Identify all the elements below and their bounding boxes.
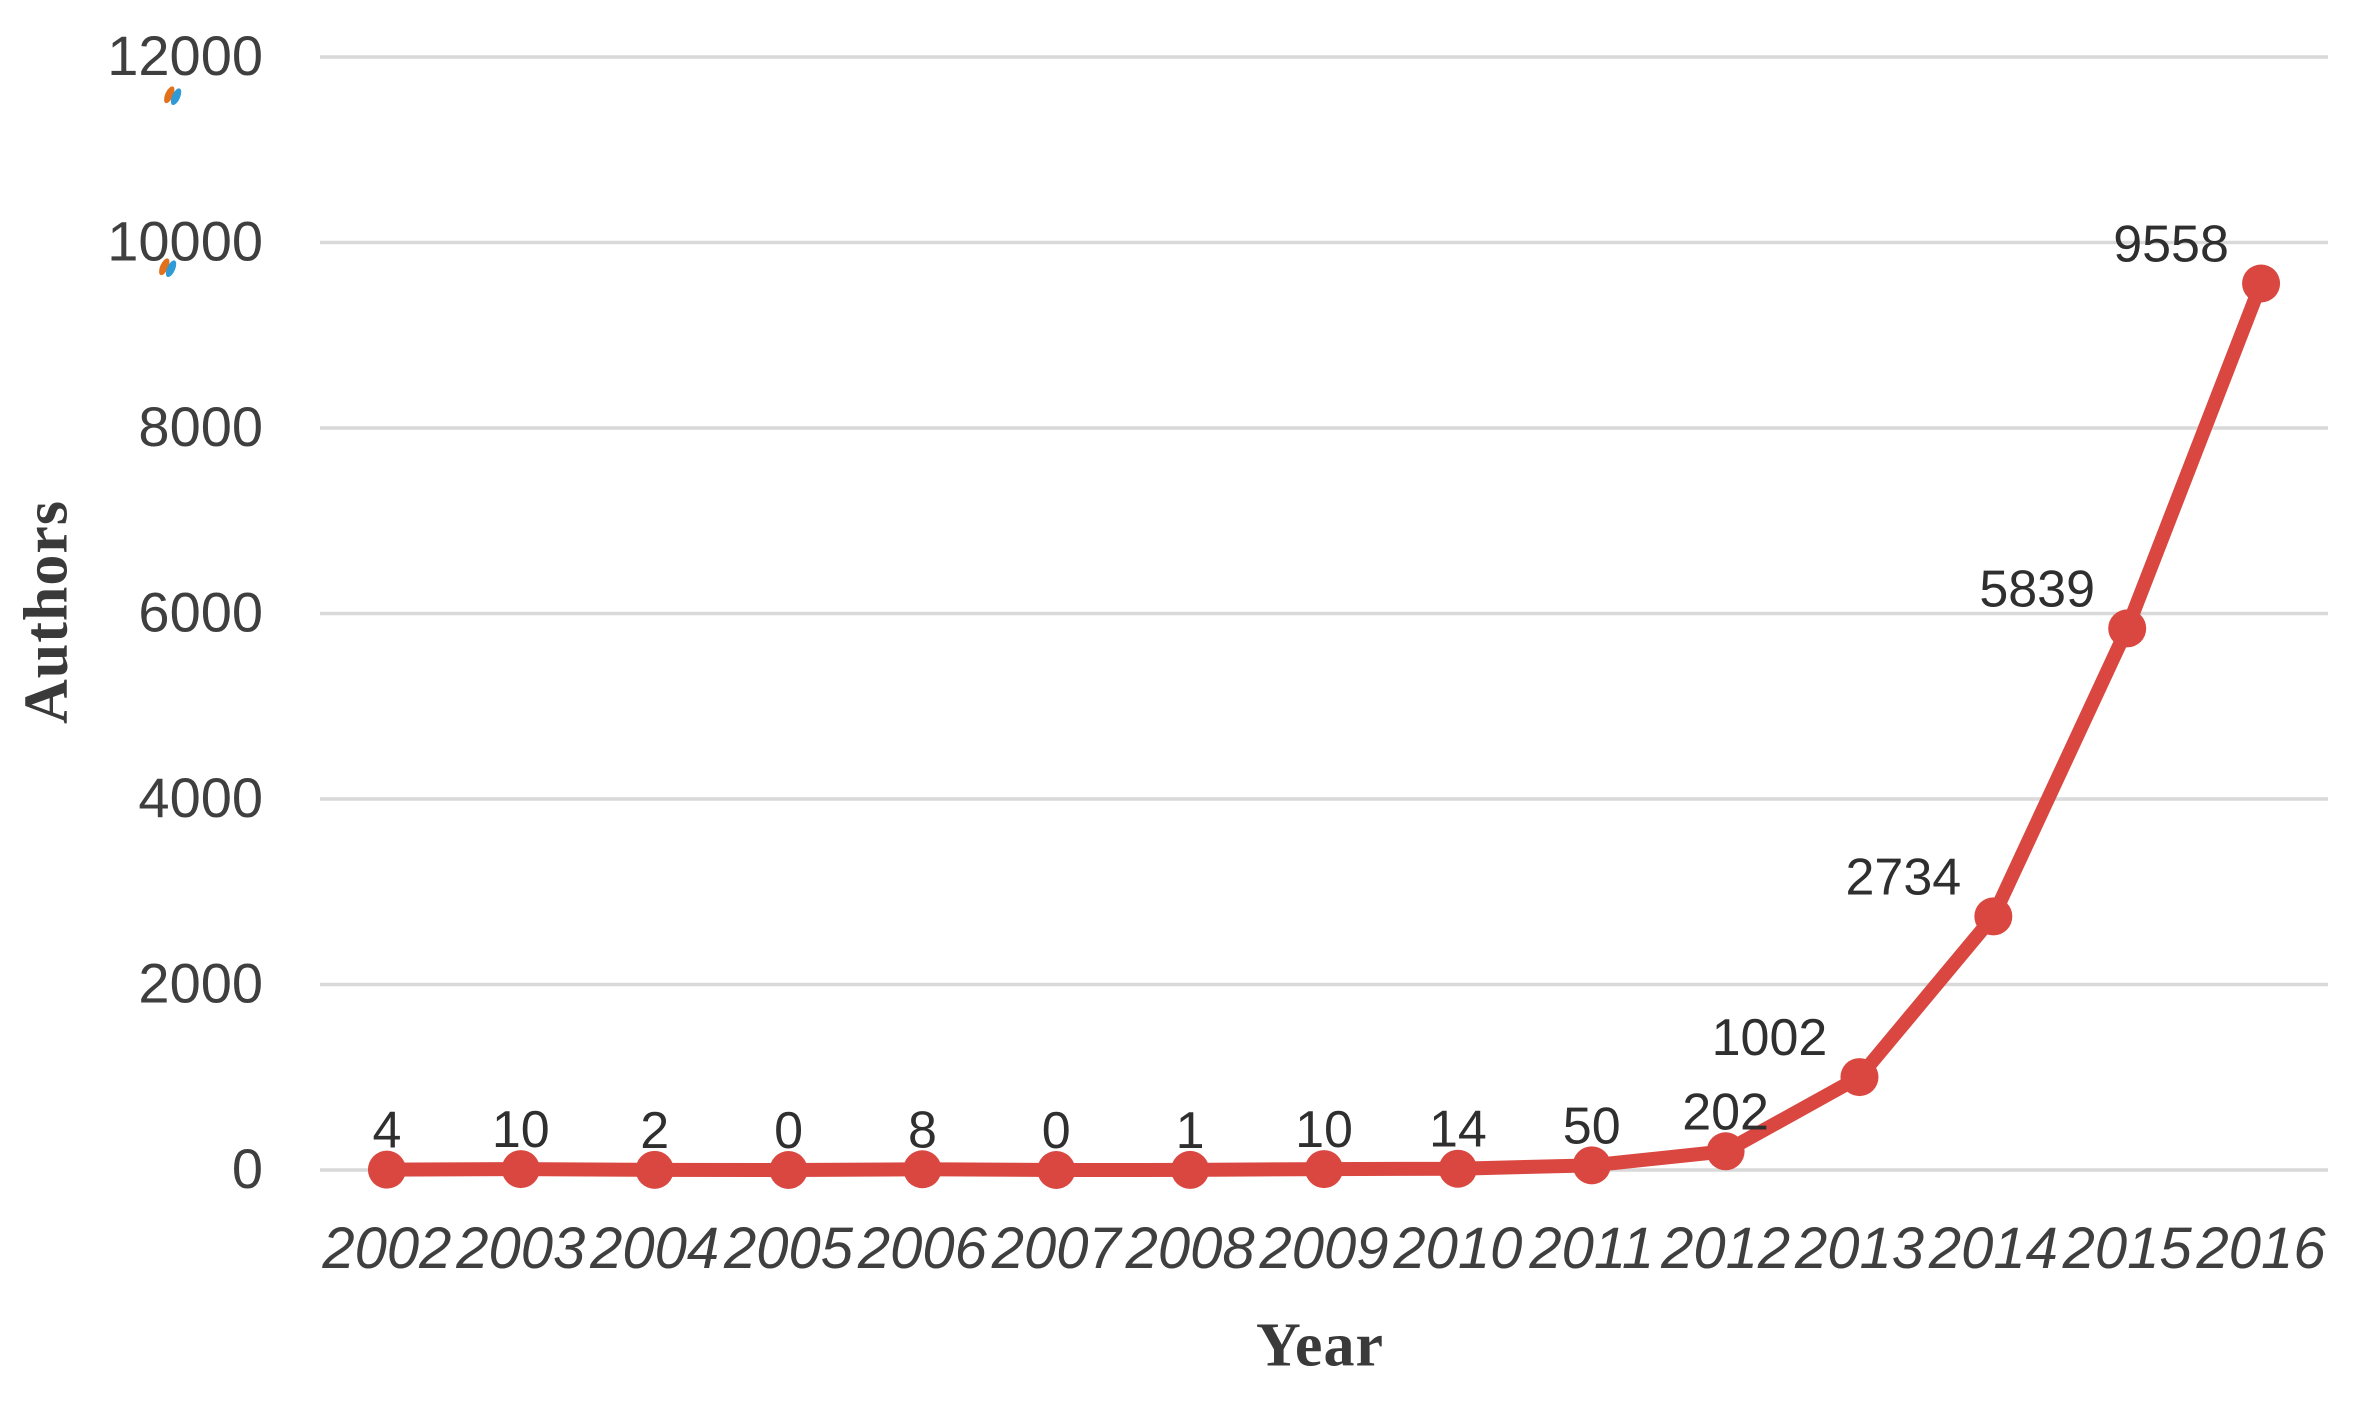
y-axis-title: Authors bbox=[12, 499, 81, 725]
data-label: 5839 bbox=[1979, 560, 2095, 618]
x-tick-label: 2014 bbox=[1928, 1216, 2058, 1281]
data-point-marker bbox=[367, 1150, 406, 1189]
data-label: 10 bbox=[1295, 1101, 1353, 1159]
artifact-mark bbox=[164, 86, 182, 106]
artifact-blue bbox=[165, 260, 177, 278]
x-tick-label: 2005 bbox=[723, 1216, 854, 1281]
data-label: 1 bbox=[1176, 1102, 1205, 1160]
x-tick-label: 2006 bbox=[857, 1216, 988, 1281]
data-point-marker bbox=[769, 1151, 808, 1189]
x-tick-label: 2004 bbox=[589, 1216, 719, 1281]
data-label: 4 bbox=[372, 1102, 401, 1160]
data-label: 2 bbox=[640, 1102, 669, 1160]
data-point-marker bbox=[501, 1150, 540, 1189]
x-tick-label: 2002 bbox=[321, 1216, 451, 1281]
data-point-marker bbox=[635, 1150, 674, 1189]
artifact-mark bbox=[159, 258, 177, 278]
artifact-orange bbox=[164, 86, 175, 104]
x-tick-label: 2008 bbox=[1125, 1216, 1255, 1281]
x-tick-label: 2016 bbox=[2196, 1216, 2327, 1281]
y-tick-label: 2000 bbox=[138, 952, 263, 1015]
data-point-marker bbox=[1037, 1151, 1076, 1189]
data-point-marker bbox=[903, 1150, 942, 1189]
data-label: 14 bbox=[1429, 1101, 1487, 1159]
data-series-line bbox=[379, 276, 2269, 1177]
y-tick-label: 4000 bbox=[138, 766, 263, 829]
x-tick-label: 2003 bbox=[455, 1216, 585, 1281]
x-tick-label: 2015 bbox=[2062, 1216, 2193, 1281]
x-tick-label: 2012 bbox=[1660, 1216, 1790, 1281]
data-point-marker bbox=[1171, 1150, 1210, 1189]
data-point-marker bbox=[1840, 1058, 1879, 1097]
y-tick-label: 0 bbox=[232, 1137, 263, 1200]
data-label: 202 bbox=[1682, 1083, 1769, 1141]
data-label: 50 bbox=[1563, 1097, 1621, 1155]
x-tick-label: 2009 bbox=[1258, 1216, 1388, 1281]
data-label: 0 bbox=[774, 1102, 803, 1160]
data-point-marker bbox=[1706, 1132, 1745, 1171]
data-label: 10 bbox=[492, 1101, 550, 1159]
data-label: 0 bbox=[1042, 1102, 1071, 1160]
data-label: 2734 bbox=[1845, 848, 1961, 906]
artifact-orange bbox=[159, 258, 170, 276]
x-tick-label: 2013 bbox=[1794, 1216, 1924, 1281]
y-tick-label: 10000 bbox=[107, 210, 263, 273]
x-tick-label: 2007 bbox=[991, 1216, 1124, 1281]
data-point-marker bbox=[2108, 609, 2147, 648]
x-tick-label: 2010 bbox=[1392, 1216, 1522, 1281]
y-tick-label: 6000 bbox=[138, 581, 263, 644]
y-tick-label: 8000 bbox=[138, 395, 263, 458]
data-label: 9558 bbox=[2113, 215, 2229, 273]
data-point-marker bbox=[1438, 1149, 1477, 1188]
x-tick-label: 2011 bbox=[1528, 1216, 1654, 1281]
data-label: 1002 bbox=[1712, 1009, 1828, 1067]
data-label: 8 bbox=[908, 1101, 937, 1159]
data-point-marker bbox=[1572, 1146, 1611, 1185]
data-point-marker bbox=[2242, 264, 2281, 303]
y-tick-label: 12000 bbox=[107, 24, 263, 87]
artifact-blue bbox=[170, 88, 182, 106]
data-point-marker bbox=[1974, 897, 2013, 936]
x-axis-title: Year bbox=[1256, 1311, 1384, 1380]
data-point-marker bbox=[1305, 1150, 1343, 1189]
